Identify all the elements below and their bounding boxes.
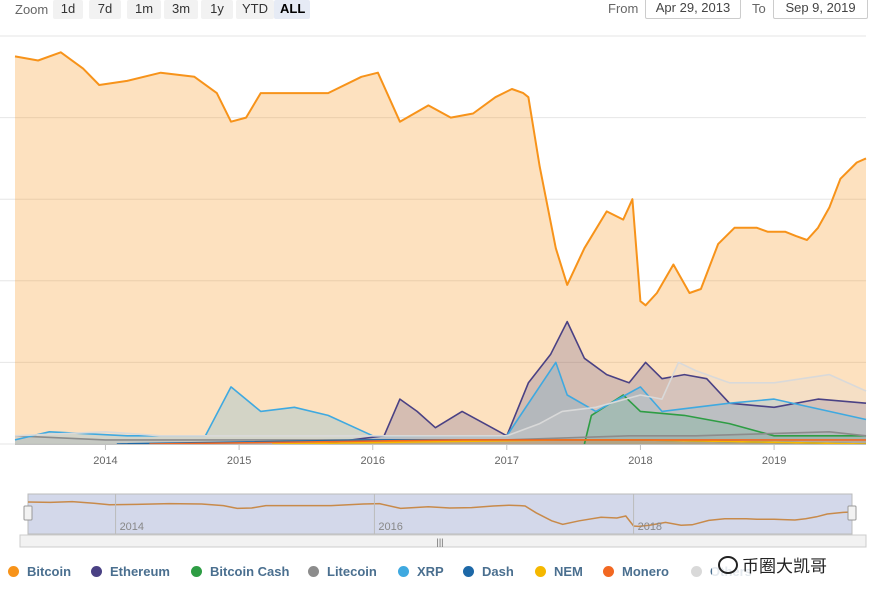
watermark-text: 币圈大凯哥 xyxy=(742,557,827,577)
series-area-bitcoin-cash xyxy=(584,395,866,444)
legend-label: XRP xyxy=(417,564,444,579)
legend-marker-xrp xyxy=(398,566,409,577)
legend-marker-nem xyxy=(535,566,546,577)
navigator-tick-label: 2018 xyxy=(638,521,662,533)
legend-item-litecoin[interactable]: Litecoin xyxy=(308,564,377,579)
legend-marker-monero xyxy=(603,566,614,577)
to-date-input[interactable]: Sep 9, 2019 xyxy=(773,0,868,19)
legend-marker-dash xyxy=(463,566,474,577)
legend-marker-ethereum xyxy=(91,566,102,577)
legend-item-xrp[interactable]: XRP xyxy=(398,564,444,579)
legend-label: Bitcoin xyxy=(27,564,72,579)
legend-item-dash[interactable]: Dash xyxy=(463,564,514,579)
legend-label: Bitcoin Cash xyxy=(210,564,290,579)
series-line-monero xyxy=(149,439,866,445)
navigator-series-line xyxy=(27,500,853,528)
legend-item-monero[interactable]: Monero xyxy=(603,564,669,579)
legend-marker-others xyxy=(691,566,702,577)
legend-label: NEM xyxy=(554,564,583,579)
market-dominance-chart: 2014 2015 2016 2017 2018 2019 2014 2016 2018 ||| xyxy=(0,35,867,548)
navigator-left-handle xyxy=(23,505,33,521)
legend-marker-litecoin xyxy=(308,566,319,577)
from-date-input[interactable]: Apr 29, 2013 xyxy=(645,0,741,19)
legend-item-bitcoin[interactable]: Bitcoin xyxy=(8,564,71,579)
series-area-nem xyxy=(272,439,867,444)
series-line-bitcoin xyxy=(14,51,867,307)
legend-label: Ethereum xyxy=(110,564,170,579)
series-area-xrp xyxy=(15,362,866,444)
watermark: 币圈大凯哥 xyxy=(712,550,833,582)
legend-label: Monero xyxy=(622,564,669,579)
legend-label: Litecoin xyxy=(327,564,377,579)
x-tick-label: 2015 xyxy=(227,455,251,467)
zoom-1m-button[interactable]: 1m xyxy=(127,0,161,19)
navigator-window xyxy=(27,493,853,535)
series-line-ethereum xyxy=(318,320,867,445)
zoom-all-button[interactable]: ALL xyxy=(274,0,310,19)
wechat-icon xyxy=(718,556,738,574)
legend-marker-bitcoin-cash xyxy=(191,566,202,577)
navigator-tick-label: 2016 xyxy=(378,521,402,533)
range-selector-toolbar: Zoom 1d 7d 1m 3m 1y YTD ALL From Apr 29,… xyxy=(0,0,886,24)
to-label: To xyxy=(752,1,766,16)
x-axis: 2014 2015 2016 2017 2018 2019 xyxy=(15,444,866,467)
zoom-7d-button[interactable]: 7d xyxy=(89,0,121,19)
series-line-others xyxy=(14,361,867,437)
legend-item-ethereum[interactable]: Ethereum xyxy=(91,564,170,579)
legend-marker-bitcoin xyxy=(8,566,19,577)
series-lines xyxy=(14,51,867,445)
legend-label: Dash xyxy=(482,564,514,579)
x-tick-label: 2014 xyxy=(93,455,117,467)
zoom-label: Zoom xyxy=(15,2,49,17)
zoom-3m-button[interactable]: 3m xyxy=(164,0,198,19)
series-area-litecoin xyxy=(15,431,866,444)
navigator-scrollbar xyxy=(19,534,867,548)
x-tick-label: 2019 xyxy=(762,455,786,467)
series-area-ethereum xyxy=(318,321,866,444)
navigator[interactable]: 2014 2016 2018 ||| xyxy=(19,493,867,548)
x-tick-label: 2018 xyxy=(628,455,652,467)
legend-item-bitcoin-cash[interactable]: Bitcoin Cash xyxy=(191,564,289,579)
zoom-1y-button[interactable]: 1y xyxy=(201,0,233,19)
x-tick-label: 2017 xyxy=(495,455,519,467)
navigator-tick-label: 2014 xyxy=(120,521,144,533)
from-label: From xyxy=(608,1,639,16)
zoom-ytd-button[interactable]: YTD xyxy=(236,0,274,19)
legend-item-nem[interactable]: NEM xyxy=(535,564,583,579)
legend: Bitcoin Ethereum Bitcoin Cash Litecoin XRP Da… xyxy=(0,560,886,603)
navigator-right-handle xyxy=(847,505,857,521)
series-area-bitcoin xyxy=(15,52,866,445)
series-area-others xyxy=(15,362,866,444)
zoom-1d-button[interactable]: 1d xyxy=(53,0,83,19)
scrollbar-grip-icon: ||| xyxy=(436,537,443,547)
x-tick-label: 2016 xyxy=(361,455,385,467)
